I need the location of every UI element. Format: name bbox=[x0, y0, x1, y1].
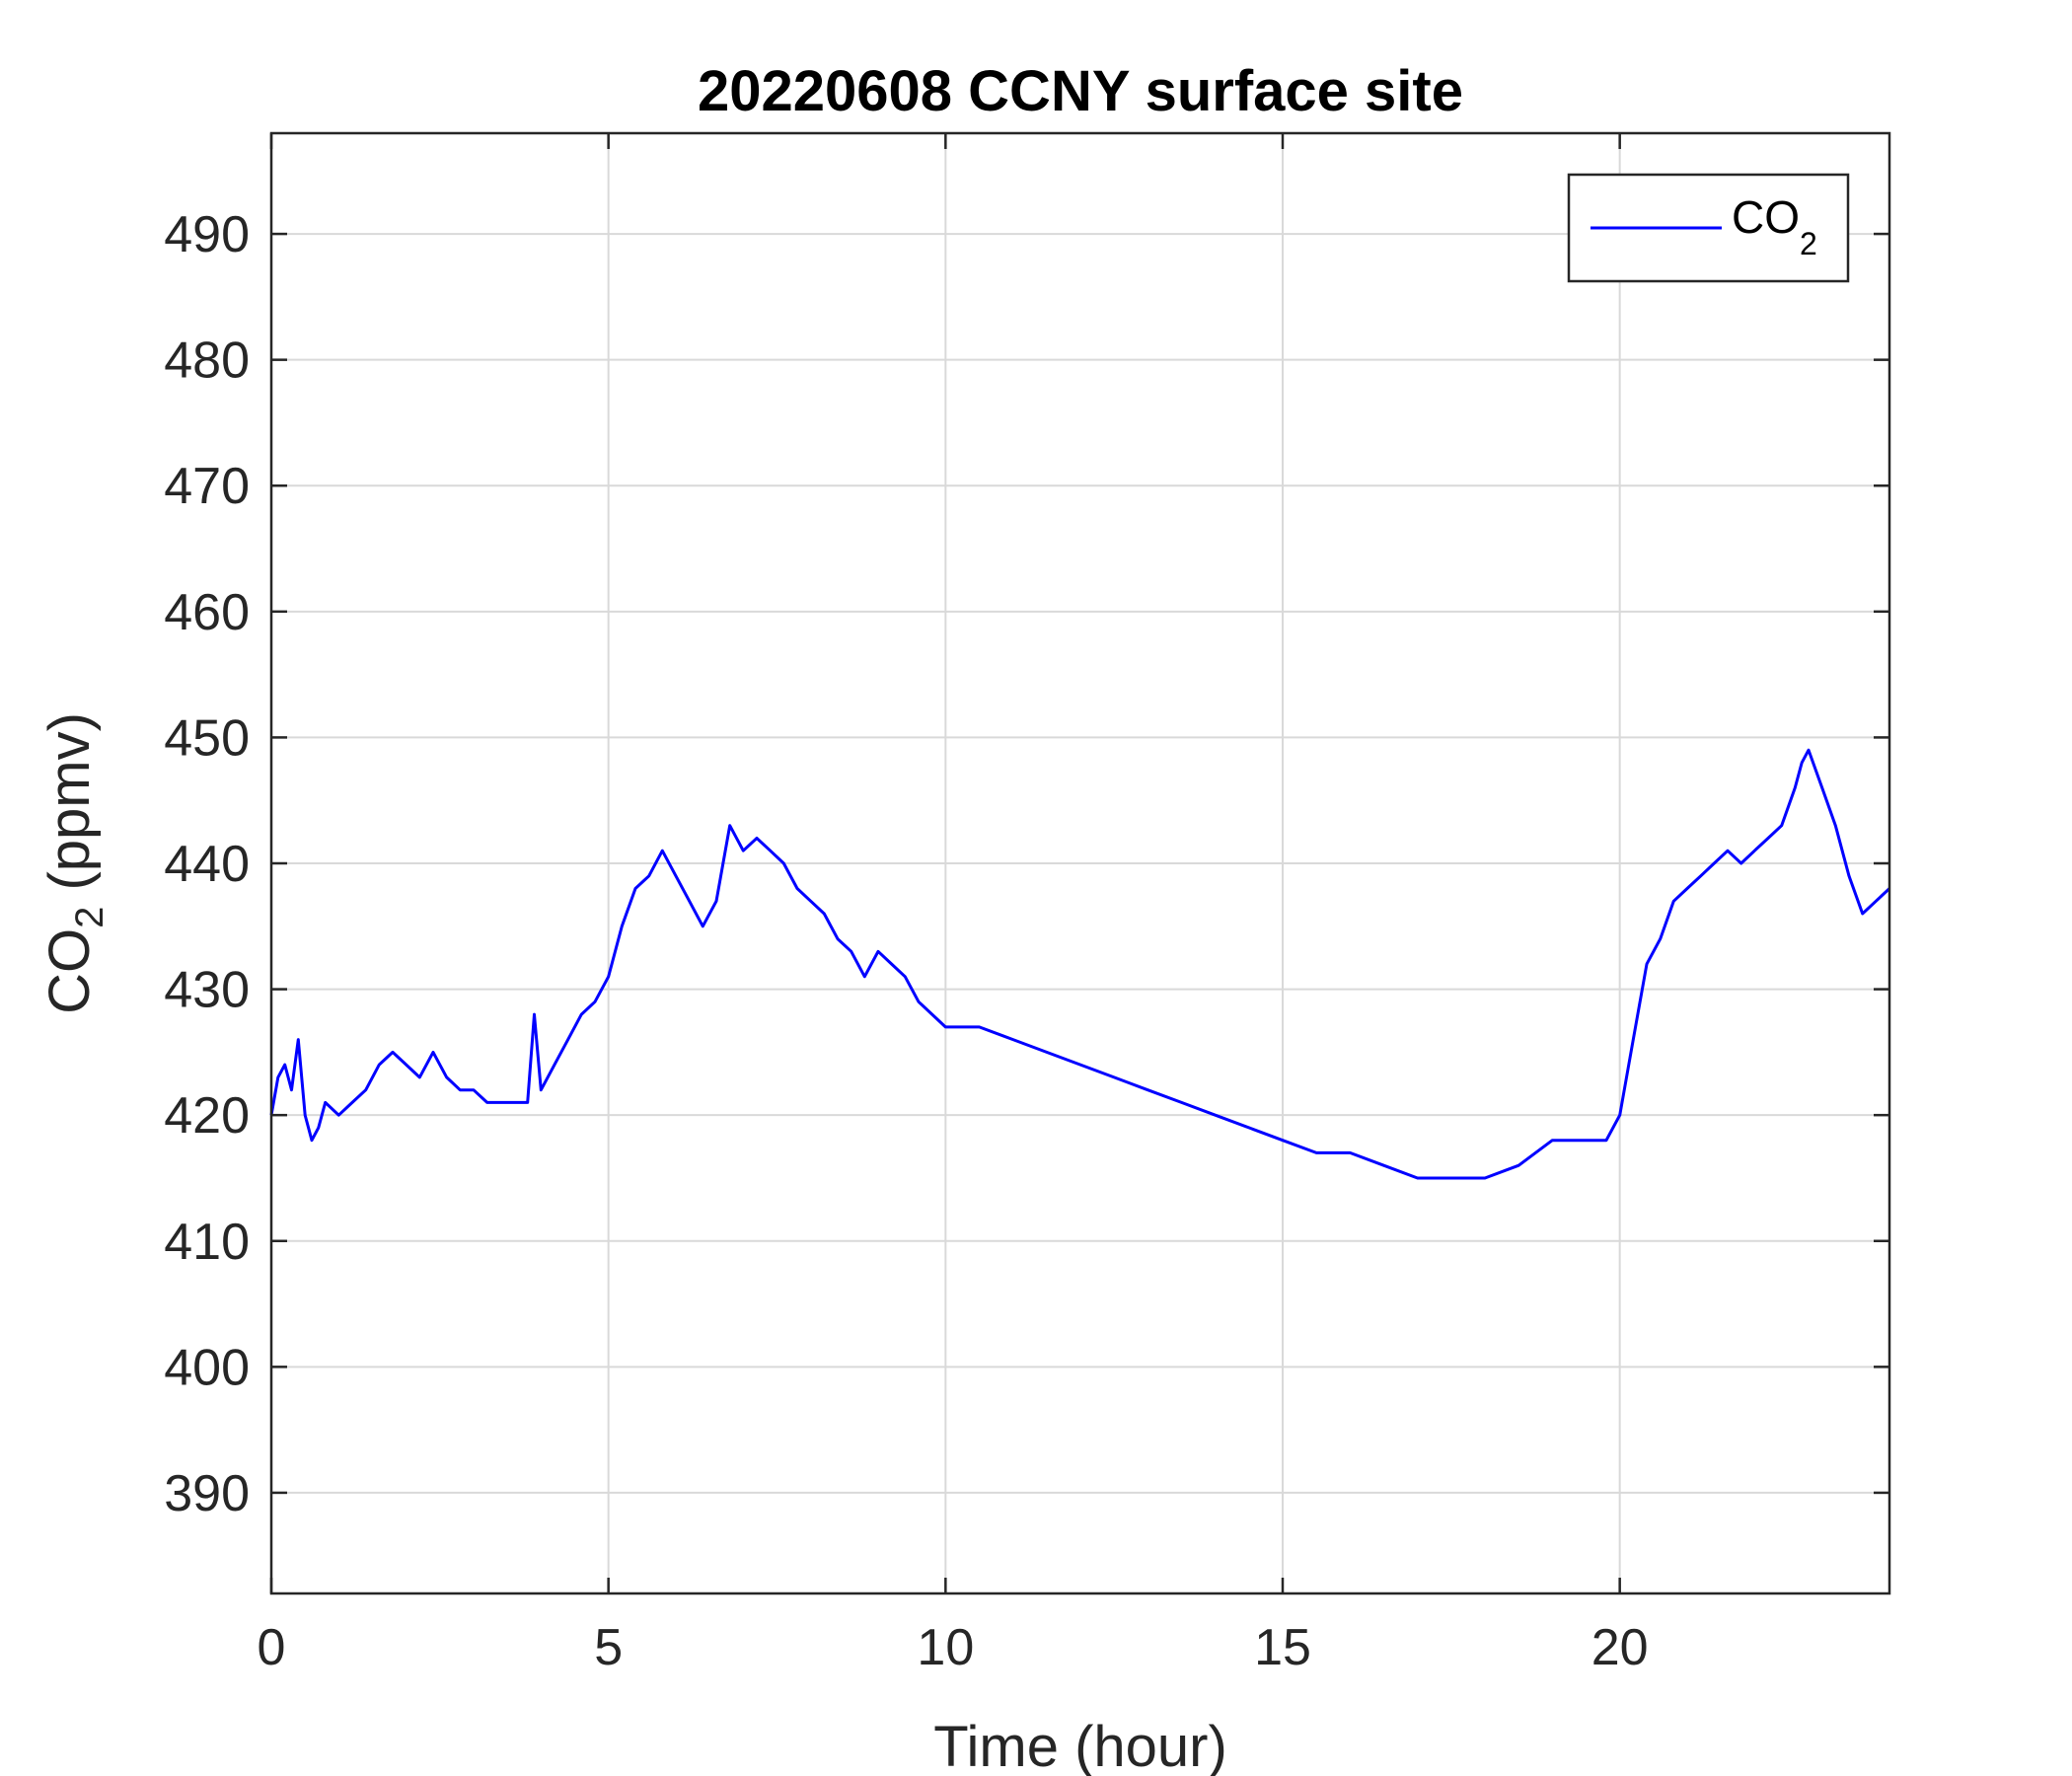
y-tick-label: 460 bbox=[164, 584, 250, 641]
y-tick-label: 450 bbox=[164, 709, 250, 767]
series-layer bbox=[269, 748, 1891, 1180]
y-axis-label-base: CO bbox=[37, 928, 102, 1014]
legend-label-subscript: 2 bbox=[1800, 226, 1817, 261]
y-axis-label-subscript: 2 bbox=[68, 907, 111, 928]
y-tick-labels: 390 400 410 420 430 440 450 460 470 480 490 bbox=[164, 206, 250, 1522]
series-line-co2 bbox=[269, 748, 1891, 1180]
y-tick-label: 400 bbox=[164, 1339, 250, 1396]
x-tick-label: 0 bbox=[258, 1619, 286, 1676]
grid-lines bbox=[270, 133, 1889, 1593]
x-tick-label: 15 bbox=[1254, 1619, 1311, 1676]
y-tick-label: 420 bbox=[164, 1087, 250, 1145]
y-tick-label: 390 bbox=[164, 1465, 250, 1522]
y-axis-label: CO2 (ppmv) bbox=[37, 712, 111, 1014]
tick-marks bbox=[269, 133, 1889, 1593]
x-axis-label: Time (hour) bbox=[933, 1715, 1227, 1776]
legend-label-base: CO bbox=[1732, 191, 1800, 243]
x-tick-label: 10 bbox=[917, 1619, 974, 1676]
y-axis-label-unit: (ppmv) bbox=[37, 712, 102, 907]
legend: CO2 bbox=[1567, 173, 1850, 283]
y-tick-label: 480 bbox=[164, 333, 250, 390]
legend-label-co2: CO2 bbox=[1732, 191, 1817, 261]
y-tick-label: 430 bbox=[164, 962, 250, 1019]
x-tick-label: 20 bbox=[1591, 1619, 1649, 1676]
x-tick-label: 5 bbox=[594, 1619, 623, 1676]
chart-title: 20220608 CCNY surface site bbox=[698, 59, 1463, 123]
y-tick-label: 440 bbox=[164, 836, 250, 893]
y-tick-label: 410 bbox=[164, 1214, 250, 1271]
y-tick-label: 470 bbox=[164, 458, 250, 515]
x-tick-labels: 0 5 10 15 20 bbox=[258, 1619, 1649, 1676]
y-tick-label: 490 bbox=[164, 206, 250, 263]
